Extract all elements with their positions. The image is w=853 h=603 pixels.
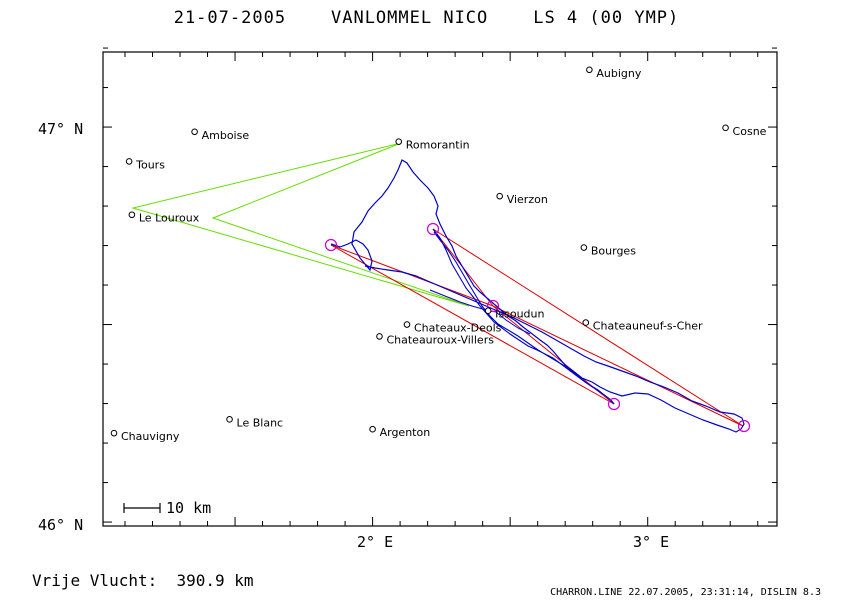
town-marker <box>586 66 593 74</box>
town-marker <box>110 429 118 437</box>
town-marker <box>395 138 403 145</box>
town-marker <box>369 425 376 433</box>
axis-ticks <box>103 47 777 526</box>
turnpoint-circle <box>426 222 440 236</box>
turnpoint-circle <box>607 397 621 411</box>
turnpoint-circle <box>486 299 500 313</box>
map-frame <box>102 51 778 527</box>
plot-credit: CHARRON.LINE 22.07.2005, 23:31:14, DISLI… <box>550 587 821 598</box>
town-marker <box>580 244 588 251</box>
lat-label-47: 47° N <box>38 120 83 138</box>
town-marker <box>376 333 383 340</box>
task-leg <box>432 228 744 427</box>
town-marker <box>484 307 492 315</box>
turnpoints <box>324 222 751 433</box>
town-label: Issoudun <box>495 308 544 321</box>
town-label: Amboise <box>202 129 250 142</box>
town-marker <box>582 319 590 326</box>
town-label: Bourges <box>591 245 636 258</box>
town-markers: Aubigny Amboise Cosne Tours Romorantin Vierzo… <box>110 66 767 443</box>
town-label: Chauvigny <box>121 430 180 443</box>
town-label: Chateaux-Deols <box>414 322 502 335</box>
lat-label-46: 46° N <box>38 516 83 534</box>
town-label: Le Louroux <box>139 212 200 225</box>
scale-bar <box>123 503 161 513</box>
town-label: Chateauneuf-s-Cher <box>593 320 703 333</box>
town-marker <box>128 211 136 219</box>
town-label: Chateauroux-Villers <box>386 333 494 346</box>
task-leg <box>330 244 615 405</box>
task-leg <box>492 305 744 427</box>
town-label: Cosne <box>733 125 767 138</box>
turnpoint-circle <box>324 238 338 252</box>
scale-bar-label: 10 km <box>166 499 211 517</box>
optimized-route-line <box>131 142 470 307</box>
free-flight-distance: Vrije Vlucht: 390.9 km <box>32 571 254 590</box>
lon-label-2e: 2° E <box>357 533 393 551</box>
town-label: Tours <box>135 158 165 171</box>
town-label: Aubigny <box>596 67 641 80</box>
lon-label-3e: 3° E <box>633 533 669 551</box>
town-label: Le Blanc <box>237 416 284 429</box>
town-marker <box>125 158 133 165</box>
town-label: Romorantin <box>406 139 470 152</box>
town-marker <box>403 321 411 328</box>
town-marker <box>496 192 503 200</box>
town-marker <box>191 128 198 136</box>
town-marker <box>722 124 729 132</box>
town-marker <box>226 416 233 423</box>
turnpoint-circle <box>737 419 751 433</box>
town-label: Vierzon <box>507 193 548 206</box>
town-label: Argenton <box>380 426 431 439</box>
chart-title: 21-07-2005 VANLOMMEL NICO LS 4 (00 YMP) <box>173 8 680 28</box>
